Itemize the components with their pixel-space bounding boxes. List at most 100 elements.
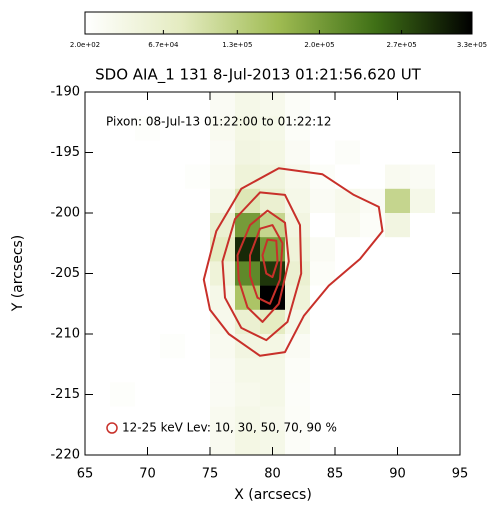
image-pixel: [160, 213, 185, 238]
image-pixel: [410, 92, 435, 117]
image-pixel: [385, 382, 410, 407]
image-pixel: [185, 358, 210, 383]
image-pixel: [85, 310, 110, 335]
image-pixel: [135, 358, 160, 383]
image-pixel: [235, 382, 260, 407]
image-pixel: [160, 286, 185, 311]
image-pixel: [410, 382, 435, 407]
colorbar-tick-label: 2.0e+05: [304, 41, 334, 49]
image-pixel: [360, 140, 385, 165]
image-pixel: [85, 431, 110, 456]
y-tick-label: -215: [50, 387, 80, 402]
x-tick-label: 85: [327, 467, 344, 482]
x-tick-label: 80: [264, 467, 281, 482]
image-pixel: [385, 189, 410, 214]
image-pixel: [335, 261, 360, 286]
chart-title: SDO AIA_1 131 8-Jul-2013 01:21:56.620 UT: [95, 66, 422, 85]
image-pixel: [85, 334, 110, 359]
image-pixel: [360, 165, 385, 190]
image-pixel: [185, 92, 210, 117]
image-pixel: [85, 358, 110, 383]
image-pixel: [385, 237, 410, 262]
image-pixel: [410, 213, 435, 238]
image-pixel: [160, 310, 185, 335]
image-pixel: [110, 237, 135, 262]
image-pixel: [410, 189, 435, 214]
image-pixel: [410, 407, 435, 432]
image-pixel: [185, 189, 210, 214]
image-pixel: [435, 165, 460, 190]
image-pixel: [410, 261, 435, 286]
image-pixel: [310, 358, 335, 383]
image-pixel: [335, 92, 360, 117]
image-pixel: [110, 358, 135, 383]
image-pixel: [160, 237, 185, 262]
image-pixel: [385, 334, 410, 359]
image-pixel: [185, 140, 210, 165]
image-pixel: [110, 189, 135, 214]
image-pixel: [360, 431, 385, 456]
image-pixel: [210, 334, 235, 359]
page: SDO AIA_1 131 8-Jul-2013 01:21:56.620 UT…: [0, 0, 498, 508]
image-pixel: [210, 92, 235, 117]
image-pixel: [85, 92, 110, 117]
image-pixel: [310, 310, 335, 335]
image-pixel: [410, 358, 435, 383]
image-pixel: [135, 213, 160, 238]
image-pixel: [110, 92, 135, 117]
image-pixel: [160, 261, 185, 286]
colorbar-tick-label: 1.3e+05: [222, 41, 252, 49]
image-pixel: [435, 92, 460, 117]
x-tick-label: 95: [452, 467, 469, 482]
x-tick-label: 75: [202, 467, 219, 482]
image-pixel: [235, 358, 260, 383]
image-pixel: [410, 286, 435, 311]
image-pixel: [135, 334, 160, 359]
image-pixel: [360, 189, 385, 214]
image-pixel: [385, 116, 410, 141]
image-pixel: [385, 286, 410, 311]
image-pixel: [135, 261, 160, 286]
image-pixel: [85, 189, 110, 214]
image-pixel: [160, 189, 185, 214]
image-pixel: [410, 116, 435, 141]
image-pixel: [135, 140, 160, 165]
image-pixel: [310, 92, 335, 117]
image-pixel: [310, 189, 335, 214]
image-pixel: [385, 261, 410, 286]
image-pixel: [110, 165, 135, 190]
image-pixel: [360, 286, 385, 311]
colorbar-tick-label: 2.7e+05: [386, 41, 416, 49]
x-tick-label: 65: [77, 467, 94, 482]
image-pixel: [85, 286, 110, 311]
image-pixel: [410, 237, 435, 262]
image-pixel: [335, 140, 360, 165]
image-pixel: [410, 165, 435, 190]
image-pixel: [135, 310, 160, 335]
image-pixel: [85, 165, 110, 190]
image-pixel: [360, 237, 385, 262]
image-pixel: [335, 116, 360, 141]
image-pixel: [160, 140, 185, 165]
image-pixel: [235, 92, 260, 117]
image-pixel: [360, 407, 385, 432]
image-pixel: [210, 382, 235, 407]
image-pixel: [335, 382, 360, 407]
image-pixel: [285, 165, 310, 190]
colorbar-tick-label: 6.7e+04: [148, 41, 179, 49]
image-pixel: [435, 310, 460, 335]
image-pixel: [185, 382, 210, 407]
image-pixel: [85, 213, 110, 238]
y-tick-label: -205: [50, 266, 80, 281]
image-pixel: [285, 140, 310, 165]
image-pixel: [360, 310, 385, 335]
image-pixel: [435, 213, 460, 238]
image-pixel: [110, 334, 135, 359]
image-pixel: [110, 213, 135, 238]
annotation: Pixon: 08-Jul-13 01:22:00 to 01:22:12: [106, 115, 331, 129]
image-pixel: [435, 286, 460, 311]
y-tick-label: -195: [50, 145, 80, 160]
colorbar-tick-label: 3.3e+05: [457, 41, 487, 49]
image-pixel: [435, 116, 460, 141]
image-pixel: [160, 334, 185, 359]
